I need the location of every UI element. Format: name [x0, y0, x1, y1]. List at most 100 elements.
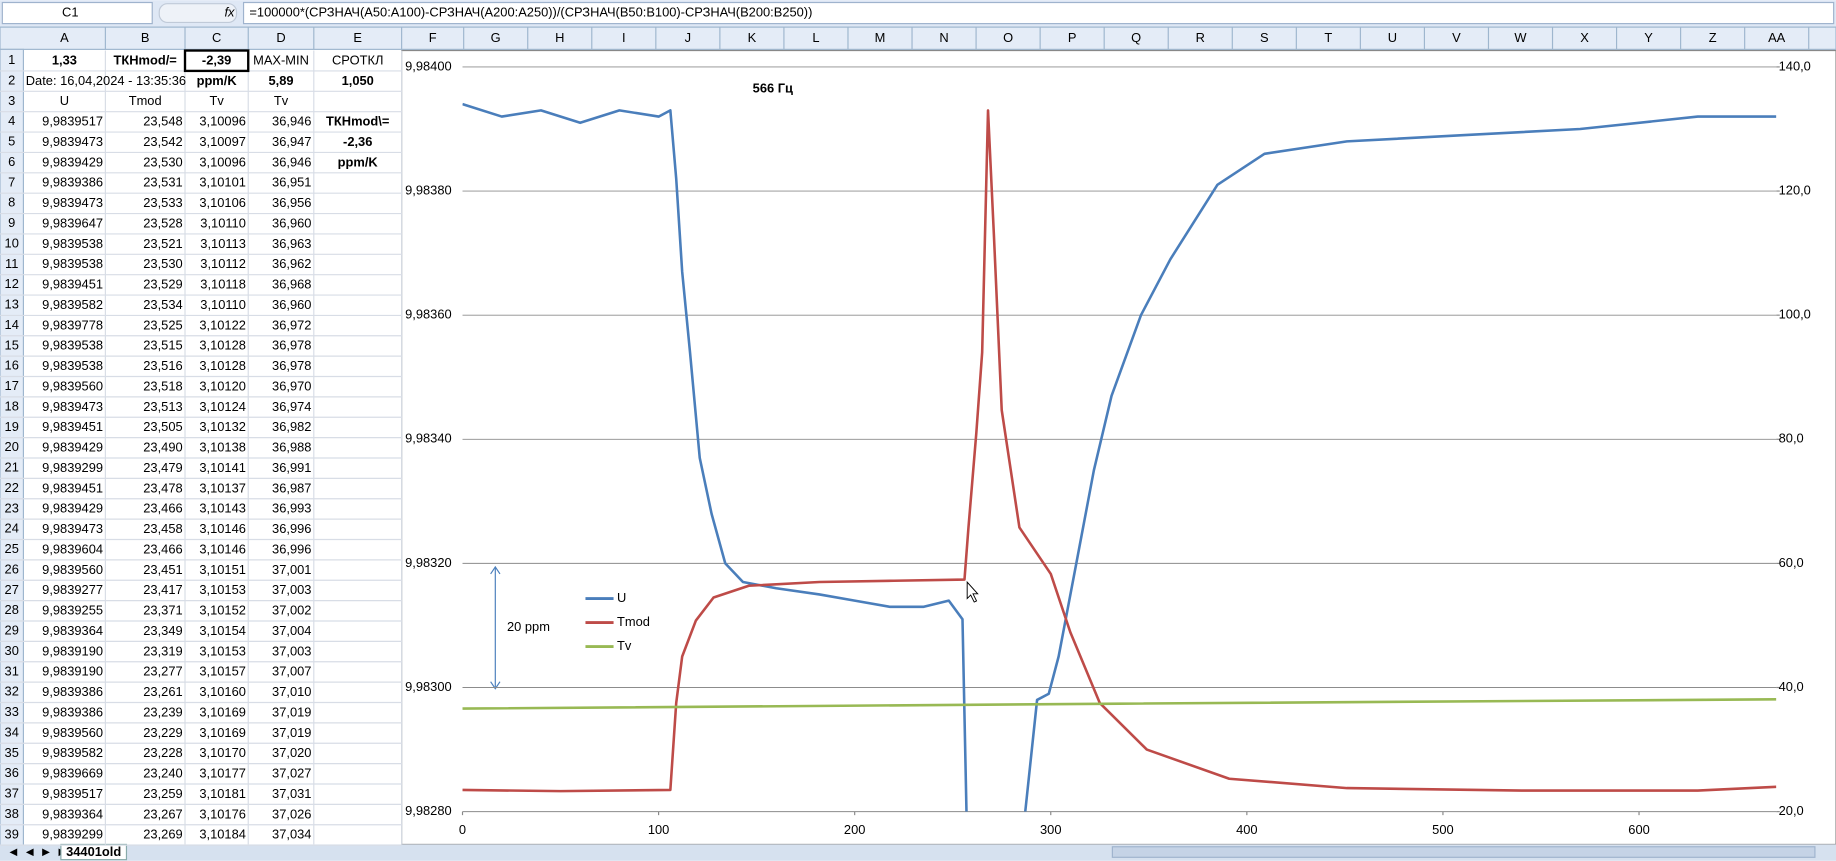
cell: 3,10151: [199, 562, 246, 577]
column-header: B: [141, 30, 150, 45]
cell: 23,269: [143, 827, 182, 842]
cell: 9,9839778: [42, 317, 103, 332]
column-header: AA: [1768, 30, 1786, 45]
cell: 9,9839364: [42, 623, 103, 638]
cell: ppm/K: [197, 73, 238, 88]
y-tick-label: 9,98300: [405, 679, 452, 694]
x-tick-label: 500: [1432, 822, 1453, 837]
row-header: 36: [5, 765, 19, 780]
cell: 36,974: [272, 399, 311, 414]
cell: 9,9839517: [42, 114, 103, 129]
cell: 5,89: [268, 73, 293, 88]
cell: 23,521: [143, 236, 182, 251]
row-header: 23: [5, 500, 19, 515]
y2-tick-label: 140,0: [1779, 58, 1811, 73]
cell: 23,530: [143, 154, 182, 169]
row-header: 29: [5, 623, 19, 638]
cell: 3,10112: [200, 256, 246, 271]
cell: 36,960: [272, 297, 311, 312]
sheet-tab[interactable]: [60, 843, 128, 861]
cell: Tv: [209, 93, 224, 108]
cell: -2,39: [202, 52, 231, 67]
formula-input[interactable]: [242, 1, 1835, 25]
cell: 9,9839299: [42, 460, 103, 475]
column-header: I: [622, 30, 626, 45]
cell: 23,458: [143, 521, 182, 536]
cell: ppm/K: [338, 154, 379, 169]
cell: 3,10120: [199, 378, 246, 393]
cell: 23,228: [143, 745, 182, 760]
cell: 23,490: [143, 440, 182, 455]
formula-buttons[interactable]: [158, 3, 238, 24]
cell: 9,9839647: [42, 215, 103, 230]
cell: 3,10122: [199, 317, 246, 332]
cell: 23,277: [143, 664, 182, 679]
cell: 3,10118: [200, 277, 246, 292]
annotation: 20 ppm: [507, 619, 550, 634]
cell: 23,542: [143, 134, 182, 149]
cell: 3,10154: [199, 623, 246, 638]
chart-area[interactable]: [401, 49, 1836, 846]
cell: 3,10097: [199, 134, 246, 149]
row-header: 10: [5, 235, 19, 250]
cell: 3,10143: [199, 501, 246, 516]
cell: 37,007: [272, 664, 311, 679]
fx-button[interactable]: fx: [224, 4, 235, 19]
cell: 23,239: [143, 704, 182, 719]
cell: 9,9839255: [42, 603, 103, 618]
column-header: P: [1068, 30, 1077, 45]
cell: 36,947: [272, 134, 311, 149]
cell: 36,972: [272, 317, 311, 332]
row-header: 3: [8, 93, 15, 108]
cell: MAX-MIN: [253, 52, 309, 67]
tab-nav[interactable]: ◄ ◄ ► ►: [7, 844, 69, 859]
cell: 9,9839364: [42, 806, 103, 821]
cell: 23,229: [143, 725, 182, 740]
column-header: N: [939, 30, 948, 45]
y-tick-label: 9,98360: [405, 307, 452, 322]
row-header: 33: [5, 704, 19, 719]
name-box[interactable]: [1, 1, 153, 25]
y-tick-label: 9,98280: [405, 803, 452, 818]
row-header: 31: [5, 663, 19, 678]
cell: 3,10141: [199, 460, 246, 475]
x-tick-label: 0: [459, 822, 466, 837]
cell: 3,10101: [199, 175, 246, 190]
cell: 23,240: [143, 766, 182, 781]
row-header: 20: [5, 439, 19, 454]
y2-tick-label: 100,0: [1779, 307, 1811, 322]
cell: 23,479: [143, 460, 182, 475]
cell: 23,548: [143, 114, 182, 129]
cell: 9,9839560: [42, 378, 103, 393]
column-header: H: [555, 30, 564, 45]
cell: 36,970: [272, 378, 311, 393]
row-header: 25: [5, 541, 19, 556]
cell: 1,050: [342, 73, 374, 88]
x-tick-label: 600: [1628, 822, 1649, 837]
cell: 9,9839473: [42, 134, 103, 149]
cell: 23,505: [143, 419, 182, 434]
selected-cell: [183, 49, 250, 73]
cell: 23,515: [143, 338, 182, 353]
column-header: U: [1388, 30, 1397, 45]
name-box-text: C1: [62, 4, 78, 19]
h-scrollbar[interactable]: [1111, 846, 1816, 858]
cell: 3,10096: [199, 154, 246, 169]
cell: 23,531: [143, 175, 182, 190]
x-tick-label: 400: [1236, 822, 1257, 837]
cell: 3,10184: [199, 827, 246, 842]
cell: 9,9839190: [42, 643, 103, 658]
cell: 37,019: [272, 725, 311, 740]
row-header: 21: [5, 460, 19, 475]
column-header: Q: [1131, 30, 1141, 45]
cell: 37,010: [272, 684, 311, 699]
y2-tick-label: 80,0: [1779, 431, 1804, 446]
cell: 37,020: [272, 745, 311, 760]
cell: 36,991: [272, 460, 311, 475]
cell: 23,267: [143, 806, 182, 821]
cell: 37,003: [272, 643, 311, 658]
row-header: 1: [8, 52, 15, 67]
cell: 3,10169: [199, 704, 246, 719]
cell: 23,259: [143, 786, 182, 801]
